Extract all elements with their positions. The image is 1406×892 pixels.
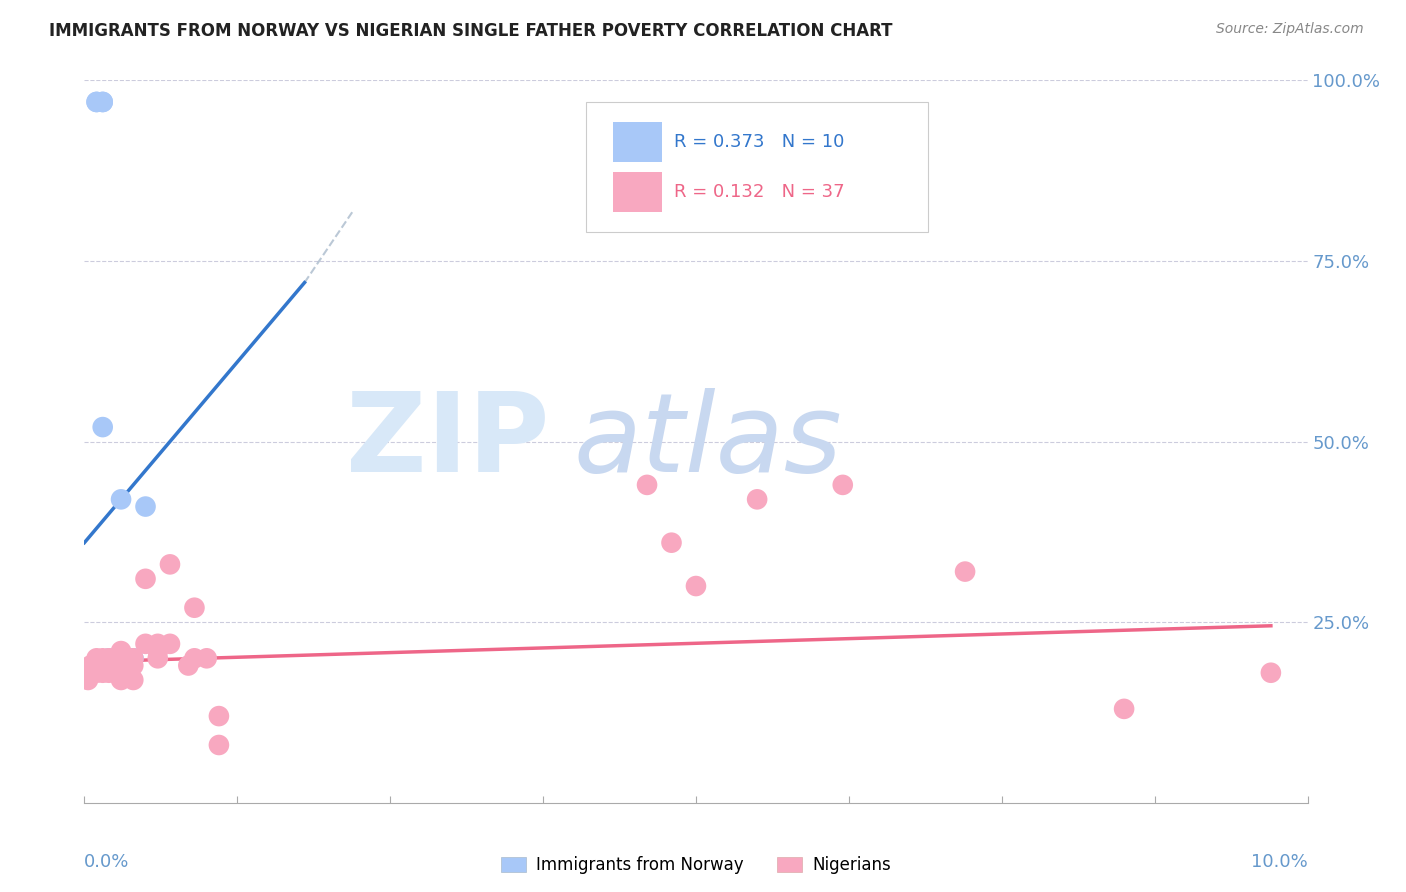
Point (97, 651, 120, 665)
Point (97, 665, 120, 680)
Text: Source: ZipAtlas.com: Source: ZipAtlas.com (1216, 22, 1364, 37)
Point (159, 637, 181, 651)
Bar (613, 122, 662, 162)
Point (146, 637, 169, 651)
Text: IMMIGRANTS FROM NORWAY VS NIGERIAN SINGLE FATHER POVERTY CORRELATION CHART: IMMIGRANTS FROM NORWAY VS NIGERIAN SINGL… (49, 22, 893, 40)
Point (86, 95, 108, 109)
Point (195, 651, 218, 665)
Point (86, 665, 108, 680)
Point (77, 673, 100, 687)
Point (122, 673, 145, 687)
Point (159, 558, 181, 572)
Point (177, 658, 200, 673)
Point (91, 420, 114, 434)
Point (135, 572, 157, 586)
Point (110, 658, 132, 673)
Point (1260, 665, 1282, 680)
Point (685, 579, 707, 593)
Point (208, 738, 231, 752)
Point (661, 535, 683, 549)
Point (122, 651, 145, 665)
Point (183, 651, 205, 665)
Point (91, 95, 114, 109)
Point (91, 95, 114, 109)
Point (208, 709, 231, 723)
Point (110, 658, 132, 673)
Point (97, 658, 120, 673)
Point (146, 651, 169, 665)
Point (110, 492, 132, 507)
Point (110, 673, 132, 687)
Point (122, 651, 145, 665)
Text: atlas: atlas (574, 388, 842, 495)
Point (86, 651, 108, 665)
Text: 10.0%: 10.0% (1251, 854, 1308, 871)
Point (97, 651, 120, 665)
Point (91, 665, 114, 680)
Text: R = 0.132   N = 37: R = 0.132 N = 37 (673, 183, 845, 202)
Point (135, 637, 157, 651)
Text: 0.0%: 0.0% (84, 854, 129, 871)
Point (122, 651, 145, 665)
Text: ZIP: ZIP (346, 388, 550, 495)
Point (1114, 702, 1136, 716)
Point (110, 644, 132, 658)
Point (183, 600, 205, 615)
Point (146, 644, 169, 658)
Point (79, 658, 101, 673)
Point (953, 565, 976, 579)
Point (831, 478, 853, 492)
Point (91, 651, 114, 665)
Point (636, 478, 658, 492)
Point (747, 492, 769, 507)
Point (135, 500, 157, 514)
Point (122, 658, 145, 673)
Legend: Immigrants from Norway, Nigerians: Immigrants from Norway, Nigerians (501, 856, 891, 874)
FancyBboxPatch shape (586, 102, 928, 232)
Text: R = 0.373   N = 10: R = 0.373 N = 10 (673, 133, 845, 151)
Point (86, 95, 108, 109)
Bar (613, 172, 662, 211)
